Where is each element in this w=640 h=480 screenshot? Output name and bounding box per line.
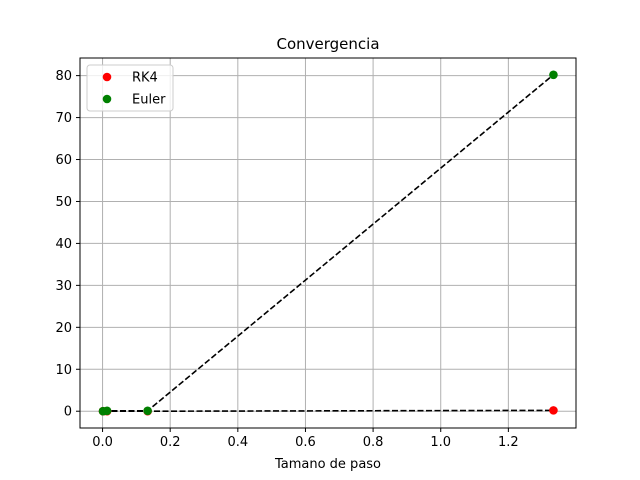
x-tick-label: 0.4	[227, 435, 248, 450]
y-tick-label: 20	[55, 321, 72, 336]
x-tick-label: 0.8	[363, 435, 384, 450]
y-tick-label: 30	[55, 279, 72, 294]
series-points	[98, 70, 558, 416]
x-axis-label: Tamano de paso	[274, 457, 381, 472]
x-tick-label: 0.0	[92, 435, 113, 450]
chart-title: Convergencia	[276, 35, 379, 53]
y-tick-label: 80	[55, 69, 72, 84]
data-point-euler	[143, 406, 152, 416]
data-point-rk4	[549, 406, 558, 415]
x-tick-label: 0.2	[160, 435, 181, 450]
legend-label-euler: Euler	[132, 93, 166, 108]
legend-label-rk4: RK4	[132, 71, 158, 86]
y-tick-label: 70	[55, 111, 72, 126]
legend-marker-rk4	[102, 72, 112, 82]
legend: RK4 Euler	[86, 64, 174, 112]
y-tick-label: 10	[55, 363, 72, 378]
x-tick-label: 1.2	[498, 435, 519, 450]
x-tick-label: 0.6	[295, 435, 316, 450]
data-point-euler	[549, 70, 558, 80]
legend-marker-euler	[102, 94, 112, 104]
y-tick-label: 0	[64, 405, 72, 420]
y-tick-label: 60	[55, 153, 72, 168]
y-axis: 0 10 20 30 40 50 60 70 80	[55, 69, 80, 420]
y-tick-label: 40	[55, 237, 72, 252]
data-point-euler	[102, 406, 112, 416]
y-tick-label: 50	[55, 195, 72, 210]
x-axis: 0.0 0.2 0.4 0.6 0.8 1.0 1.2	[92, 428, 519, 450]
x-tick-label: 1.0	[430, 435, 451, 450]
